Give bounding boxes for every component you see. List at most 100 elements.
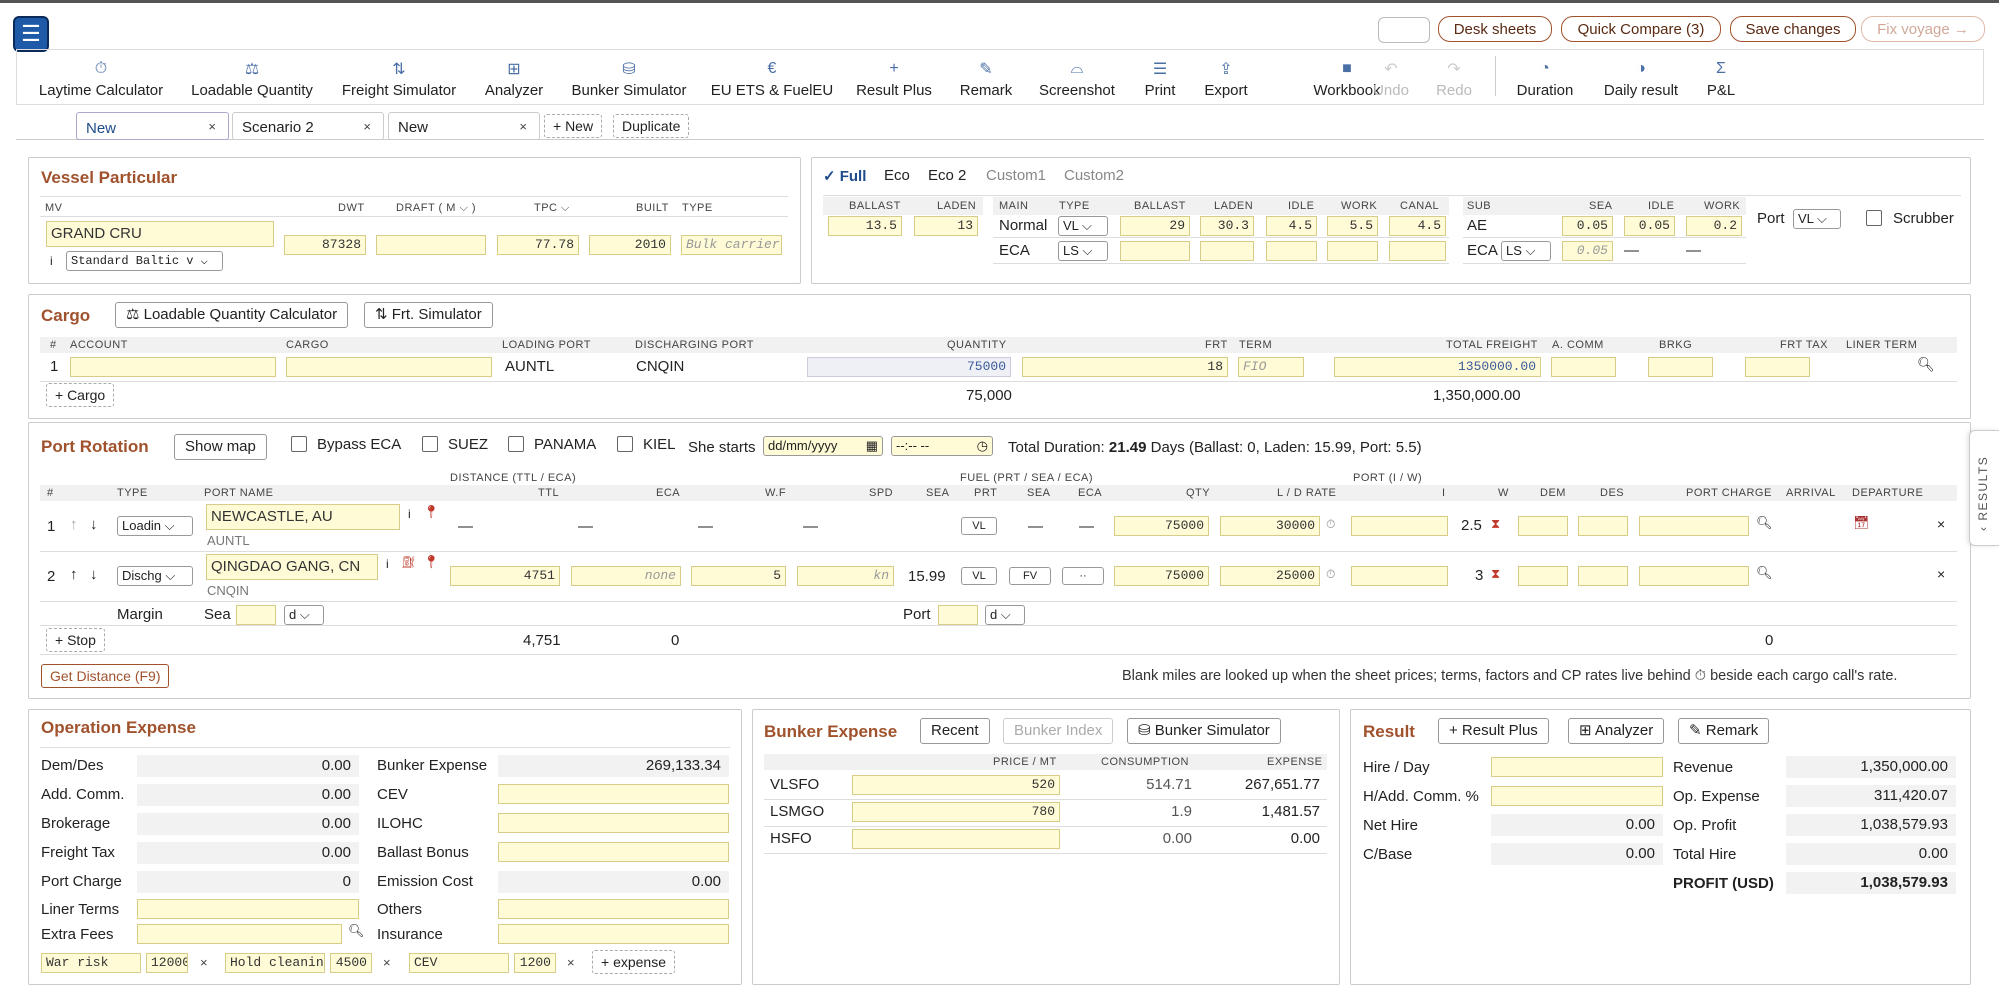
toolbar-redo[interactable]: ↷ Redo [1436,58,1472,99]
total-freight-input[interactable]: 1350000.00 [1334,357,1541,377]
ld-rate-input[interactable]: 30000 [1220,516,1320,536]
brkg-input[interactable] [1648,357,1713,377]
close-icon[interactable]: × [363,119,371,134]
move-up-icon[interactable]: ↑ [70,516,78,533]
opex-ilohc-value[interactable] [498,813,729,833]
hourglass-icon[interactable]: ⧗ [1491,566,1501,581]
opex-cev-value[interactable] [498,784,729,804]
built-input[interactable]: 2010 [589,235,671,255]
qty-input[interactable]: 75000 [1114,516,1209,536]
margin-port-unit[interactable]: d ⌵ [985,605,1025,625]
results-side-tab[interactable]: ‹ RESULTS [1969,430,1999,546]
term-input[interactable]: FIO [1238,357,1304,377]
quick-compare-button[interactable]: Quick Compare (3) [1561,16,1721,42]
port-charge-input[interactable] [1639,516,1749,536]
remove-expense-icon[interactable]: × [567,955,575,970]
ae-work-input[interactable]: 0.2 [1686,216,1742,236]
margin-port-input[interactable] [938,605,978,625]
kiel-checkbox[interactable] [617,436,633,452]
add-expense-button[interactable]: + expense [592,950,675,974]
calendar-icon[interactable]: 📅︎ [1853,515,1870,530]
move-down-icon[interactable]: ↓ [90,566,98,583]
tab-new-1[interactable]: New × [76,112,229,140]
recent-button[interactable]: Recent [920,718,990,744]
toolbar-freight-simulator[interactable]: ⇅ Freight Simulator [342,58,456,99]
fuel-pump-icon[interactable]: ⛽︎ [401,555,417,569]
draft-input[interactable] [376,235,486,255]
liner-search-icon[interactable]: 🔍︎ [1917,356,1935,372]
toolbar-daily-result[interactable]: ◑ Daily result [1604,58,1678,99]
a-comm-input[interactable] [1551,357,1616,377]
toolbar-laytime-calculator[interactable]: ⏱ Laytime Calculator [39,58,163,99]
tab-scenario-2[interactable]: Scenario 2 × [232,112,384,140]
account-input[interactable] [70,357,276,377]
loadable-quantity-button[interactable]: ⚖ Loadable Quantity Calculator [115,302,349,328]
bunker-index-button[interactable]: Bunker Index [1003,718,1114,744]
margin-sea-input[interactable] [236,605,276,625]
remove-row-icon[interactable]: × [1937,566,1946,582]
normal-work-input[interactable]: 5.5 [1327,216,1378,236]
add-stop-button[interactable]: + Stop [46,628,105,652]
toolbar-p-l[interactable]: Σ P&L [1707,58,1735,99]
remark-button[interactable]: ✎ Remark [1678,718,1770,744]
baltic-select[interactable]: Standard Baltic v ⌵ [66,251,223,271]
tab-new-2[interactable]: New × [388,112,540,140]
analyzer-button[interactable]: ⊞ Analyzer [1568,718,1665,744]
toolbar-result-plus[interactable]: + Result Plus [856,58,932,99]
ttl-input[interactable]: 4751 [450,566,560,586]
normal-idle-input[interactable]: 4.5 [1266,216,1317,236]
speed-tab-eco2[interactable]: Eco 2 [928,167,967,184]
expense-1-value[interactable]: 12000 [146,953,188,973]
toolbar-undo[interactable]: ↶ Undo [1373,58,1409,99]
expense-2-value[interactable]: 4500 [330,953,372,973]
desk-sheets-button[interactable]: Desk sheets [1438,16,1552,42]
fuel-eca-tag[interactable]: ·· [1062,567,1104,585]
toolbar-loadable-quantity[interactable]: ⚖ Loadable Quantity [191,58,313,99]
eca-distance-input[interactable]: none [571,566,681,586]
type-input[interactable]: Bulk carrier [681,235,782,255]
ae-sea-input[interactable]: 0.05 [1562,216,1613,236]
expense-3-name[interactable]: CEV [409,953,509,973]
bypass-eca-checkbox[interactable] [291,436,307,452]
search-icon[interactable]: 🔍︎ [1756,565,1773,580]
search-icon[interactable]: 🔍︎ [1756,515,1773,530]
spd-input[interactable]: kn [797,566,894,586]
remove-row-icon[interactable]: × [1937,516,1946,532]
expense-1-name[interactable]: War risk [41,953,141,973]
toolbar-bunker-simulator[interactable]: ⛁ Bunker Simulator [571,58,686,99]
stopwatch-icon[interactable]: ⏱ [1326,567,1336,581]
bunker-price-input[interactable]: 780 [852,802,1060,822]
opex-liner-value[interactable] [137,899,359,919]
duplicate-button[interactable]: Duplicate [613,114,690,138]
info-icon[interactable]: i [408,507,411,521]
quantity-input[interactable]: 75000 [807,357,1011,377]
toolbar-export[interactable]: ⇪ Export [1204,58,1247,99]
close-icon[interactable]: × [519,119,527,134]
start-date-input[interactable]: dd/mm/yyyy ▦ [763,436,883,456]
bunker-price-input[interactable] [852,829,1060,849]
fuel-prt-tag[interactable]: VL [961,517,997,535]
fuel-prt-tag[interactable]: VL [961,567,997,585]
speed-tab-custom1[interactable]: Custom1 [986,167,1047,184]
toolbar-remark[interactable]: ✎ Remark [960,58,1013,99]
toolbar-print[interactable]: ☰ Print [1145,58,1176,99]
toolbar-analyzer[interactable]: ⊞ Analyzer [485,58,543,99]
move-up-icon[interactable]: ↑ [70,566,78,583]
tpc-input[interactable]: 77.78 [497,235,579,255]
close-icon[interactable]: × [208,119,216,134]
info-icon[interactable]: i [386,557,389,571]
bunker-price-input[interactable]: 520 [852,775,1060,795]
dwt-input[interactable]: 87328 [284,235,366,255]
speed-tab-custom2[interactable]: Custom2 [1064,167,1125,184]
opex-extra-value[interactable] [137,924,342,944]
port-name-input[interactable]: NEWCASTLE, AU [206,504,400,530]
result-plus-button[interactable]: + Result Plus [1438,718,1549,744]
eca-ballast-input[interactable] [1120,241,1190,261]
qty-input[interactable]: 75000 [1114,566,1209,586]
pin-icon[interactable]: 📍︎ [423,504,440,519]
toolbar-eu-ets-fueleu[interactable]: € EU ETS & FuelEU [711,58,834,99]
ballast-speed-input[interactable]: 13.5 [828,216,902,236]
hourglass-icon[interactable]: ⧗ [1491,516,1501,531]
blank-button[interactable] [1378,17,1430,43]
get-distance-button[interactable]: Get Distance (F9) [41,664,170,688]
